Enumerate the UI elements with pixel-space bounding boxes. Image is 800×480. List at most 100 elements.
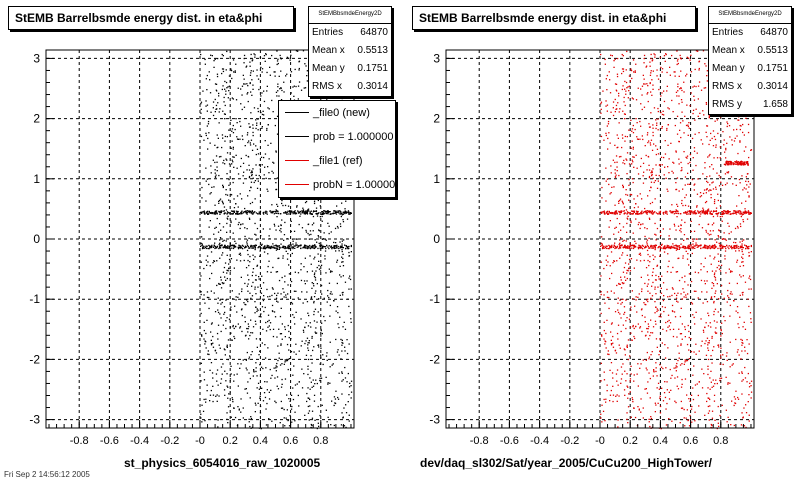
scatter-point (619, 247, 622, 249)
scatter-point (703, 266, 705, 268)
scatter-point (246, 369, 248, 371)
scatter-point (236, 373, 238, 375)
scatter-point (659, 395, 661, 397)
scatter-point (345, 412, 348, 414)
scatter-point (687, 253, 689, 255)
scatter-point (668, 246, 670, 249)
scatter-point (224, 113, 226, 115)
scatter-point (635, 203, 637, 205)
scatter-point (750, 212, 752, 214)
scatter-point (694, 323, 696, 325)
scatter-point (316, 213, 318, 215)
scatter-point (286, 394, 288, 396)
scatter-point (276, 133, 279, 135)
scatter-point (330, 231, 332, 233)
scatter-point (326, 352, 328, 354)
scatter-point (232, 213, 234, 215)
scatter-point (335, 210, 337, 212)
scatter-point (259, 338, 261, 340)
scatter-point (648, 338, 650, 340)
scatter-point (608, 296, 610, 299)
scatter-point (664, 306, 666, 309)
scatter-point (693, 351, 695, 353)
scatter-point (278, 257, 280, 259)
scatter-point (342, 416, 344, 418)
scatter-point (649, 292, 651, 294)
scatter-point (255, 293, 257, 295)
scatter-point (686, 157, 688, 159)
scatter-point (631, 247, 633, 249)
scatter-point (718, 185, 721, 187)
scatter-point (613, 260, 616, 262)
scatter-point (257, 309, 259, 311)
scatter-point (679, 333, 682, 335)
scatter-point (740, 245, 742, 248)
scatter-point (335, 213, 338, 215)
scatter-point (702, 247, 704, 249)
scatter-point (329, 382, 331, 384)
scatter-point (236, 122, 238, 124)
scatter-point (648, 358, 650, 360)
scatter-point (648, 126, 651, 128)
scatter-point (256, 265, 258, 267)
y-tick-label: 1 (33, 172, 40, 186)
scatter-point (227, 358, 229, 361)
scatter-point (642, 417, 644, 419)
scatter-point (335, 310, 337, 312)
scatter-point (206, 110, 208, 112)
scatter-point (313, 247, 315, 249)
scatter-point (716, 157, 719, 159)
scatter-point (626, 317, 628, 319)
scatter-point (646, 228, 648, 230)
scatter-point (750, 149, 753, 151)
scatter-point (633, 244, 635, 246)
scatter-point (711, 287, 713, 289)
scatter-point (253, 370, 255, 372)
scatter-point (654, 211, 656, 213)
scatter-point (609, 212, 611, 214)
scatter-point (249, 255, 251, 258)
scatter-point (200, 312, 202, 315)
scatter-point (749, 278, 752, 281)
scatter-point (216, 284, 218, 287)
scatter-point (223, 389, 226, 391)
scatter-point (202, 245, 204, 247)
scatter-point (739, 316, 741, 318)
scatter-point (678, 357, 680, 359)
scatter-point (313, 210, 315, 212)
scatter-point (214, 161, 216, 164)
scatter-point (253, 369, 255, 371)
scatter-point (707, 209, 709, 211)
scatter-point (263, 251, 266, 253)
scatter-point (210, 290, 212, 292)
scatter-point (619, 283, 621, 285)
scatter-point (232, 146, 234, 148)
scatter-point (322, 354, 324, 356)
scatter-point (651, 201, 654, 204)
scatter-point (326, 244, 328, 247)
scatter-point (235, 213, 238, 215)
stats-label: Mean x (312, 45, 345, 56)
scatter-point (222, 203, 224, 205)
scatter-point (736, 282, 738, 285)
scatter-point (616, 134, 618, 136)
scatter-point (252, 127, 254, 129)
scatter-point (246, 249, 249, 252)
scatter-point (277, 58, 279, 60)
scatter-point (742, 326, 744, 328)
scatter-point (635, 325, 637, 328)
scatter-point (641, 135, 643, 137)
scatter-point (626, 231, 628, 233)
scatter-point (232, 161, 234, 163)
scatter-point (719, 157, 721, 159)
scatter-point (249, 126, 251, 128)
scatter-point (627, 212, 629, 214)
scatter-point (345, 245, 347, 247)
scatter-point (330, 245, 332, 247)
scatter-point (293, 85, 295, 87)
scatter-point (650, 57, 652, 60)
scatter-point (214, 144, 216, 146)
scatter-point (623, 306, 626, 308)
scatter-point (314, 199, 316, 201)
scatter-point (734, 210, 736, 212)
